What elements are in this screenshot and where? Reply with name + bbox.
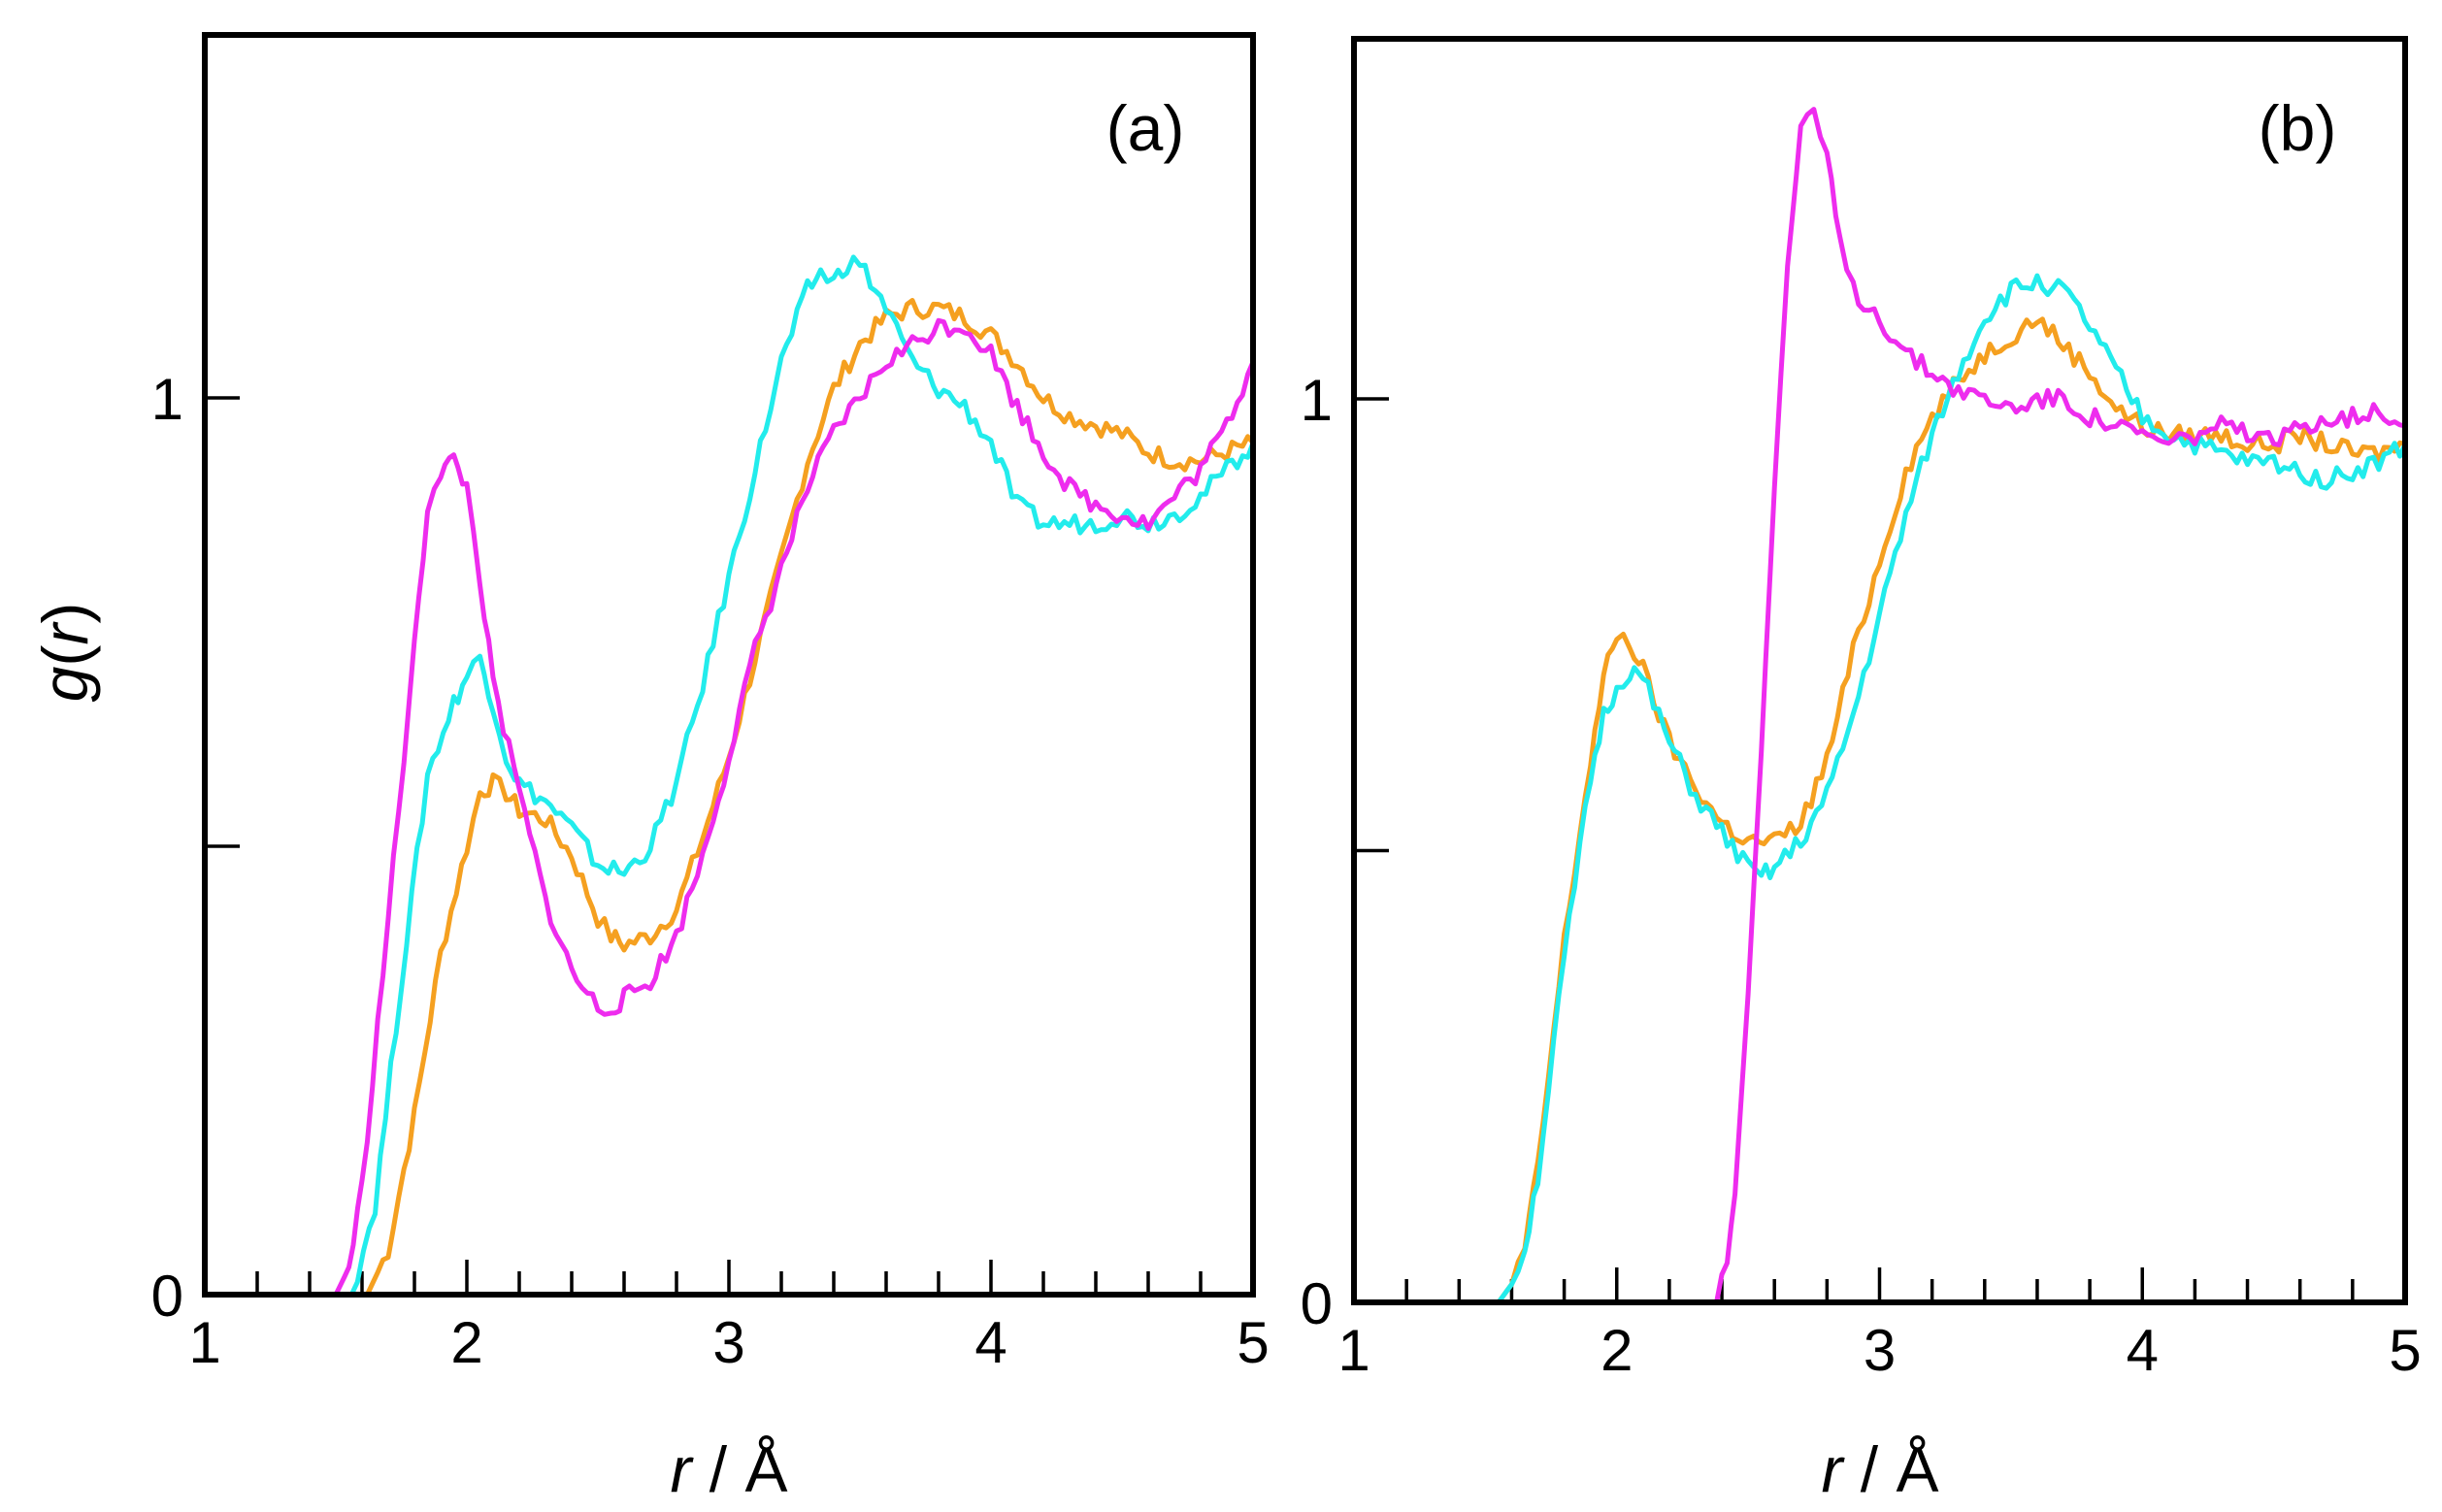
panel-b-label: (b) (2259, 92, 2337, 164)
panel-a-ytick-label-group: 01 (151, 367, 183, 1329)
x-tick-label: 4 (2127, 1318, 2159, 1383)
panel-a-curves (202, 254, 1256, 1298)
x-tick-label: 1 (1337, 1318, 1370, 1383)
y-tick-label: 0 (151, 1264, 183, 1329)
panel-b-frame (1351, 36, 2408, 1305)
panel-a-xlabel-var: r (670, 1433, 694, 1505)
panel-a-label: (a) (1106, 92, 1185, 164)
panel-b-ytick-label-group: 01 (1301, 368, 1333, 1336)
x-tick-label: 5 (2389, 1318, 2421, 1383)
x-tick-label: 3 (712, 1310, 744, 1375)
y-tick-label: 1 (151, 367, 183, 432)
series-line-magenta (202, 317, 1256, 1298)
series-line-cyan (202, 254, 1256, 1298)
x-tick-label: 4 (974, 1310, 1006, 1375)
panel-a-ylabel-open: ( (29, 645, 101, 667)
panel-a-ylabel: g(r) (29, 603, 101, 703)
panel-a-ticks (205, 396, 1203, 1295)
panel-a-ylabel-var: r (29, 621, 101, 645)
panel-b-xtick-label-group: 1 2 3 4 5 (1337, 1318, 2421, 1383)
panel-a-frame (202, 32, 1256, 1298)
panel-a-xtick-label-group: 1 2 3 4 5 (188, 1310, 1269, 1375)
y-tick-label: 1 (1301, 368, 1333, 433)
panel-a-ylabel-close: ) (29, 603, 101, 624)
panel-a-xlabel-unit: / Å (691, 1433, 787, 1505)
panel-a-xlabel: r / Å (670, 1433, 787, 1505)
x-tick-label: 3 (1864, 1318, 1896, 1383)
x-tick-label: 5 (1237, 1310, 1269, 1375)
y-tick-label: 0 (1301, 1271, 1333, 1336)
panel-a-ylabel-g: g (29, 666, 101, 702)
panel-b-xlabel-var: r (1821, 1433, 1845, 1505)
x-tick-label: 1 (188, 1310, 220, 1375)
x-tick-label: 2 (450, 1310, 482, 1375)
x-tick-label: 2 (1600, 1318, 1633, 1383)
panel-b-xlabel-unit: / Å (1842, 1433, 1938, 1505)
series-line-cyan (1351, 273, 2408, 1305)
panel-b-xlabel: r / Å (1821, 1433, 1938, 1505)
panel-b-ticks (1354, 397, 2355, 1302)
